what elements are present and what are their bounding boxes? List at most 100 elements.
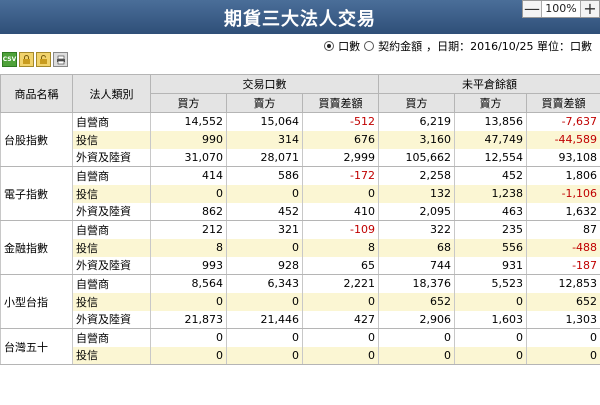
table-row: 投信 0 0 0 652 0 652: [1, 292, 600, 311]
institution-type: 自營商: [72, 328, 151, 347]
value-cell: 586: [226, 166, 303, 185]
value-cell: 21,873: [150, 310, 227, 329]
value-cell: 0: [150, 292, 227, 311]
value-cell: 862: [150, 202, 227, 221]
value-cell: 1,632: [525, 202, 600, 221]
zoom-level: 100%: [541, 1, 581, 17]
value-cell: 2,258: [378, 166, 455, 185]
value-cell: 6,343: [226, 274, 303, 293]
value-cell: 2,221: [302, 274, 379, 293]
value-cell: 8: [302, 238, 379, 257]
value-cell: 1,238: [454, 184, 527, 203]
value-cell: 0: [302, 184, 379, 203]
value-cell: 410: [302, 202, 379, 221]
zoom-in-button[interactable]: +: [583, 0, 597, 18]
value-cell: -512: [302, 112, 379, 131]
value-cell: 0: [226, 346, 303, 365]
value-cell: -109: [302, 220, 379, 239]
value-cell: 6,219: [378, 112, 455, 131]
header-trading-volume: 交易口數: [150, 74, 379, 94]
table-row: 外資及陸資 862 452 410 2,095 463 1,632: [1, 202, 600, 221]
lock-icon[interactable]: [19, 52, 34, 67]
product-name: 電子指數: [0, 166, 73, 221]
value-cell: 93,108: [525, 148, 600, 167]
value-cell: 28,071: [226, 148, 303, 167]
value-cell: -488: [525, 238, 600, 257]
radio-amount-label: 契約金額: [378, 40, 423, 53]
value-cell: 1,303: [525, 310, 600, 329]
value-cell: 427: [302, 310, 379, 329]
value-cell: 0: [226, 328, 303, 347]
page-title: 期貨三大法人交易: [224, 9, 376, 30]
institution-type: 投信: [72, 130, 151, 149]
table-row: 外資及陸資 31,070 28,071 2,999 105,662 12,554 93,10…: [1, 148, 600, 167]
value-cell: 3,160: [378, 130, 455, 149]
product-name: 金融指數: [0, 220, 73, 275]
value-cell: 132: [378, 184, 455, 203]
csv-export-button[interactable]: CSV: [2, 52, 17, 67]
value-cell: 652: [378, 292, 455, 311]
value-cell: 993: [150, 256, 227, 275]
table-row: 投信 0 0 0 0 0 0: [1, 346, 600, 365]
header-oi-sell: 賣方: [454, 93, 527, 113]
radio-amount[interactable]: [364, 41, 375, 51]
print-icon[interactable]: [53, 52, 68, 67]
table-row: 金融指數 自營商 212 321 -109 322 235 87: [0, 220, 600, 275]
institution-type: 投信: [72, 346, 151, 365]
value-cell: 212: [150, 220, 227, 239]
value-cell: 463: [454, 202, 527, 221]
radio-contracts[interactable]: [324, 41, 335, 51]
options-row: 口數 契約金額 ，日期：2016/10/25 單位：口數: [324, 38, 592, 54]
institution-type: 外資及陸資: [72, 202, 151, 221]
value-cell: 0: [378, 346, 455, 365]
value-cell: 105,662: [378, 148, 455, 167]
value-cell: 12,853: [525, 274, 600, 293]
value-cell: 314: [226, 130, 303, 149]
value-cell: 8,564: [150, 274, 227, 293]
product-name: 台股指數: [0, 112, 73, 167]
value-cell: 13,856: [454, 112, 527, 131]
zoom-control: — 100% +: [522, 0, 600, 18]
value-cell: 928: [226, 256, 303, 275]
value-cell: 0: [454, 292, 527, 311]
value-cell: 0: [378, 328, 455, 347]
title-bar: 期貨三大法人交易 — 100% +: [0, 0, 600, 34]
toolbar: CSV: [2, 52, 68, 67]
value-cell: 5,523: [454, 274, 527, 293]
value-cell: 652: [525, 292, 600, 311]
value-cell: 0: [226, 184, 303, 203]
institution-type: 外資及陸資: [72, 310, 151, 329]
value-cell: 0: [525, 328, 600, 347]
header-product: 商品名稱: [0, 74, 73, 113]
header-open-interest: 未平倉餘額: [377, 74, 600, 94]
institution-type: 投信: [72, 184, 151, 203]
value-cell: 0: [302, 292, 379, 311]
header-buy: 買方: [150, 93, 227, 113]
value-cell: 1,806: [525, 166, 600, 185]
institution-type: 自營商: [72, 166, 151, 185]
value-cell: 931: [454, 256, 527, 275]
unlock-icon[interactable]: [36, 52, 51, 67]
value-cell: 2,906: [378, 310, 455, 329]
value-cell: 414: [150, 166, 227, 185]
value-cell: 65: [302, 256, 379, 275]
value-cell: -7,637: [525, 112, 600, 131]
value-cell: 322: [378, 220, 455, 239]
product-name: 台灣五十: [0, 328, 73, 365]
header-diff: 買賣差額: [302, 93, 379, 113]
value-cell: 0: [525, 346, 600, 365]
zoom-out-button[interactable]: —: [524, 0, 540, 18]
value-cell: -187: [525, 256, 600, 275]
header-oi-buy: 買方: [378, 93, 455, 113]
table-row: 投信 990 314 676 3,160 47,749 -44,589: [1, 130, 600, 149]
value-cell: 0: [150, 184, 227, 203]
institutional-trading-table: 商品名稱 法人類別 交易口數 未平倉餘額 買方 賣方 買賣差額 買方 賣方 買賣…: [0, 74, 600, 365]
institution-type: 外資及陸資: [72, 256, 151, 275]
value-cell: 0: [150, 346, 227, 365]
value-cell: 556: [454, 238, 527, 257]
institution-type: 投信: [72, 238, 151, 257]
value-cell: 0: [454, 346, 527, 365]
table-row: 投信 0 0 0 132 1,238 -1,106: [1, 184, 600, 203]
table-row: 小型台指 自營商 8,564 6,343 2,221 18,376 5,523 12,853: [0, 274, 600, 329]
value-cell: 2,095: [378, 202, 455, 221]
